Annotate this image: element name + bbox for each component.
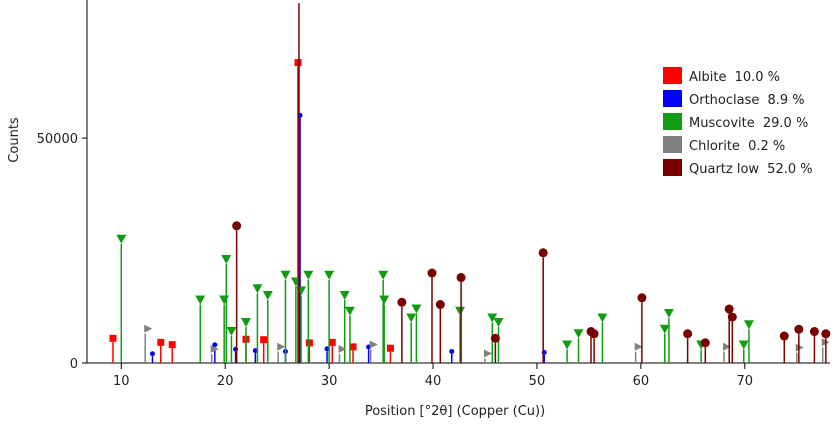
x-tick-label: 40 — [425, 374, 442, 389]
peak-marker — [219, 295, 230, 305]
peak-marker — [294, 59, 302, 67]
peak-marker — [260, 336, 268, 344]
peak-marker — [573, 329, 584, 339]
peak-marker — [406, 313, 417, 323]
y-axis-label: Counts — [7, 117, 22, 163]
legend-fraction: 52.0 % — [767, 162, 812, 177]
peak-marker — [455, 306, 466, 316]
peak-marker — [303, 270, 314, 280]
peak-marker — [324, 346, 330, 352]
legend-label: Orthoclase 8.9 % — [689, 93, 805, 108]
peak-marker — [168, 341, 176, 349]
peak-marker — [369, 340, 378, 349]
legend-fraction: 0.2 % — [748, 139, 785, 154]
peak-marker — [634, 342, 643, 351]
peak-marker — [411, 304, 422, 314]
peak-marker — [157, 338, 165, 346]
peak-marker — [435, 300, 445, 310]
y-tick-label: 0 — [70, 357, 78, 372]
peak-marker — [723, 342, 732, 351]
legend-fraction: 8.9 % — [768, 93, 805, 108]
peak-marker — [700, 338, 710, 348]
peak-marker — [663, 309, 674, 319]
legend-label: Albite 10.0 % — [689, 70, 780, 85]
x-tick-label: 30 — [321, 374, 338, 389]
peak-marker — [221, 255, 232, 265]
x-tick-label: 50 — [529, 374, 546, 389]
peak-marker — [597, 313, 608, 323]
legend-name: Quartz low — [689, 162, 763, 177]
peak-marker — [277, 342, 286, 351]
legend-swatch — [663, 90, 682, 107]
legend-fraction: 29.0 % — [763, 116, 808, 131]
peak-marker — [379, 295, 390, 305]
peak-marker — [109, 334, 117, 342]
peak-marker — [483, 349, 492, 358]
peak-marker — [779, 331, 789, 341]
legend-name: Chlorite — [689, 139, 744, 154]
legend-swatch — [663, 113, 682, 130]
peak-marker — [144, 324, 153, 333]
legend-label: Chlorite 0.2 % — [689, 139, 785, 154]
peak-marker — [344, 306, 355, 316]
peak-marker — [349, 343, 357, 351]
peak-marker — [490, 333, 500, 343]
peak-marker — [324, 270, 335, 280]
peak-marker — [280, 270, 291, 280]
peak-marker — [637, 293, 647, 303]
x-tick-label: 60 — [633, 374, 650, 389]
peak-marker — [210, 345, 219, 354]
peak-marker — [338, 345, 347, 354]
legend-swatch — [663, 67, 682, 84]
peak-marker — [212, 342, 218, 348]
legend-fraction: 10.0 % — [735, 70, 780, 85]
peak-marker — [589, 329, 599, 339]
peak-marker — [232, 221, 242, 231]
peak-marker — [738, 340, 749, 350]
peak-marker — [262, 291, 273, 301]
peak-marker — [195, 295, 206, 305]
peak-marker — [794, 324, 804, 334]
peak-marker — [683, 329, 693, 339]
peak-marker — [743, 320, 754, 330]
legend-name: Orthoclase — [689, 93, 764, 108]
peak-marker — [493, 318, 504, 328]
legend-label: Quartz low 52.0 % — [689, 162, 813, 177]
peak-marker — [386, 344, 394, 352]
y-tick-label: 50000 — [37, 132, 78, 147]
x-axis-label: Position [°2θ] (Copper (Cu)) — [365, 404, 545, 419]
legend-label: Muscovite 29.0 % — [689, 116, 808, 131]
peak-marker — [305, 339, 313, 347]
peak-marker — [821, 329, 831, 339]
peak-marker — [226, 327, 237, 337]
legend-swatch — [663, 136, 682, 153]
peak-marker — [727, 312, 737, 322]
peak-marker — [795, 343, 804, 352]
peak-marker — [339, 291, 350, 301]
legend-swatch — [663, 159, 682, 176]
peak-marker — [449, 349, 455, 355]
peak-marker — [252, 284, 263, 294]
peak-marker — [487, 313, 498, 323]
peak-marker — [456, 273, 466, 283]
peak-marker — [427, 268, 437, 278]
legend-name: Muscovite — [689, 116, 759, 131]
peak-marker — [149, 351, 155, 357]
peak-marker — [328, 338, 336, 346]
peak-marker — [562, 340, 573, 350]
x-tick-label: 70 — [737, 374, 754, 389]
peak-marker — [378, 270, 389, 280]
peak-marker — [240, 318, 251, 328]
legend-name: Albite — [689, 70, 731, 85]
peak-marker — [659, 324, 670, 334]
peak-marker — [809, 327, 819, 337]
peak-marker — [724, 304, 734, 314]
x-tick-label: 20 — [217, 374, 234, 389]
peak-marker — [252, 348, 258, 354]
x-tick-label: 10 — [113, 374, 130, 389]
peak-marker — [397, 297, 407, 307]
peak-marker — [538, 248, 548, 258]
peak-marker — [116, 234, 127, 244]
